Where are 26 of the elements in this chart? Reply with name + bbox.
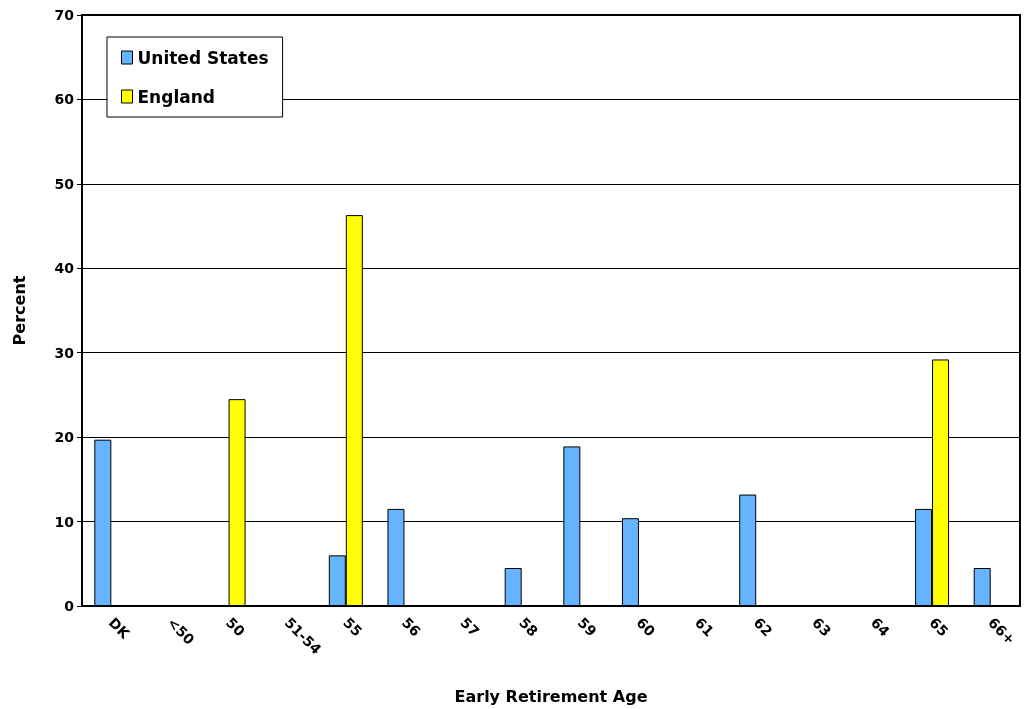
legend-label: United States [137, 47, 269, 68]
y-tick-label: 10 [54, 513, 75, 530]
y-tick-label: 40 [54, 260, 75, 277]
legend-label: England [137, 86, 215, 107]
y-tick-label: 0 [64, 598, 75, 614]
x-tick-label: 50 [222, 614, 249, 640]
x-tick-label: 55 [340, 614, 366, 640]
y-tick-label: 30 [54, 344, 75, 361]
x-tick-label: 60 [633, 614, 659, 640]
x-tick-label: 65 [926, 614, 952, 640]
x-tick-label: DK [105, 614, 134, 643]
x-tick-label: 63 [809, 614, 835, 640]
x-tick-label: 64 [867, 614, 894, 640]
y-tick-label: 20 [54, 429, 75, 446]
x-tick-label: 59 [574, 614, 600, 640]
x-tick-label: <50 [164, 614, 198, 648]
y-axis-title: Percent [9, 275, 29, 346]
x-tick-label: 61 [691, 614, 717, 640]
y-tick-label: 60 [54, 91, 75, 108]
y-tick-label: 70 [54, 7, 75, 23]
x-axis-title: Early Retirement Age [454, 686, 648, 706]
x-tick-label: 57 [457, 614, 483, 640]
x-tick-label: 62 [750, 614, 776, 640]
y-tick-label: 50 [54, 175, 75, 192]
x-tick-label: 58 [516, 614, 542, 640]
x-tick-label: 56 [398, 614, 424, 640]
